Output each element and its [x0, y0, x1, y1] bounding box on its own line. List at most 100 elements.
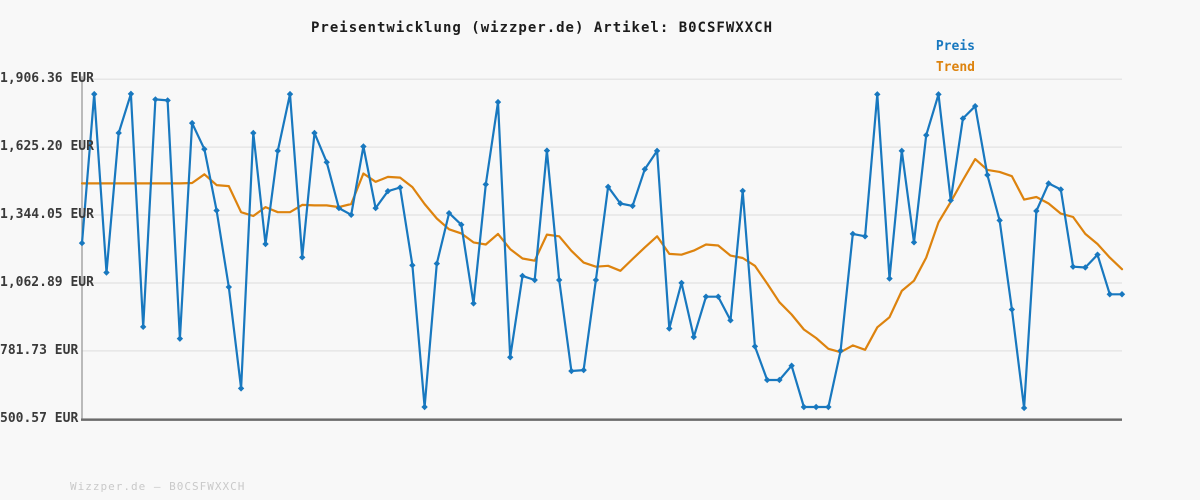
- preis-marker: [568, 367, 575, 375]
- preis-marker: [935, 91, 942, 98]
- preis-marker: [898, 147, 905, 155]
- preis-marker: [482, 181, 489, 188]
- preis-marker: [984, 171, 991, 179]
- preis-marker: [1020, 404, 1028, 412]
- preis-marker: [678, 279, 685, 287]
- y-tick-label: 1,625.20 EUR: [0, 139, 94, 155]
- preis-marker: [286, 90, 294, 98]
- preis-marker: [458, 221, 465, 228]
- preis-marker: [470, 300, 477, 307]
- preis-marker: [617, 200, 624, 207]
- preis-marker: [861, 233, 869, 240]
- preis-marker: [971, 102, 979, 110]
- preis-marker: [323, 158, 330, 166]
- preis-marker: [237, 385, 245, 392]
- preis-marker: [653, 147, 661, 155]
- y-tick-label: 1,062.89 EUR: [0, 274, 94, 290]
- preis-marker: [702, 293, 710, 300]
- preis-marker: [825, 403, 832, 411]
- trend-line: [80, 158, 1124, 354]
- preis-marker: [629, 202, 636, 210]
- preis-marker: [274, 147, 281, 155]
- preis-marker: [666, 325, 673, 332]
- preis-marker: [531, 276, 538, 284]
- preis-marker: [641, 165, 649, 173]
- preis-marker: [1106, 291, 1113, 298]
- y-tick-label: 500.57 EUR: [0, 410, 79, 426]
- preis-marker: [152, 96, 159, 103]
- preis-marker: [507, 354, 514, 361]
- preis-marker: [837, 347, 844, 354]
- preis-marker: [1118, 291, 1126, 298]
- preis-marker: [727, 317, 734, 324]
- preis-marker: [176, 335, 184, 342]
- preis-marker: [164, 97, 171, 104]
- preis-marker: [115, 129, 122, 137]
- y-tick-label: 781.73 EUR: [0, 342, 79, 358]
- chart-legend: Preis Trend: [0, 39, 975, 81]
- legend-item-trend: Trend: [935, 60, 975, 75]
- preis-marker: [910, 239, 918, 246]
- legend-item-preis: Preis: [935, 39, 975, 54]
- preis-marker: [959, 115, 967, 122]
- preis-marker: [91, 90, 98, 98]
- preis-marker: [690, 333, 697, 341]
- preis-marker: [225, 283, 233, 291]
- preis-marker: [1082, 264, 1089, 271]
- preis-marker: [103, 269, 110, 276]
- preis-marker: [996, 217, 1003, 224]
- preis-marker: [201, 145, 208, 153]
- preis-marker: [250, 129, 257, 137]
- preis-marker: [188, 119, 196, 127]
- preis-marker: [886, 275, 893, 282]
- preis-marker: [262, 240, 269, 248]
- preis-marker: [555, 276, 563, 284]
- preis-marker: [763, 376, 771, 384]
- preis-marker: [372, 204, 379, 212]
- preis-marker: [311, 129, 318, 137]
- preis-marker: [1094, 251, 1101, 258]
- preis-marker: [1008, 306, 1016, 313]
- preis-marker: [1069, 263, 1077, 270]
- preis-marker: [812, 403, 820, 411]
- preis-marker: [494, 98, 502, 106]
- preis-marker: [433, 260, 441, 267]
- preis-marker: [849, 230, 857, 238]
- preis-marker: [800, 403, 808, 411]
- preis-marker: [1033, 207, 1040, 215]
- watermark-footer: Wizzper.de – B0CSFWXXCH: [70, 480, 246, 493]
- preis-marker: [409, 262, 416, 269]
- preis-marker: [715, 293, 722, 300]
- preis-marker: [299, 254, 306, 261]
- preis-marker: [127, 90, 135, 98]
- y-tick-label: 1,906.36 EUR: [0, 71, 94, 87]
- preis-marker: [739, 187, 746, 195]
- preis-marker: [776, 376, 783, 384]
- preis-marker: [360, 143, 367, 150]
- preis-marker: [213, 207, 220, 214]
- preis-marker: [445, 209, 453, 217]
- preis-marker: [580, 366, 587, 374]
- preis-marker: [78, 239, 86, 247]
- preis-marker: [604, 183, 612, 191]
- preis-marker: [751, 343, 759, 350]
- preis-marker: [543, 147, 551, 154]
- preis-marker: [139, 323, 147, 331]
- preis-marker: [347, 211, 355, 219]
- preis-marker: [874, 91, 881, 98]
- preis-marker: [1057, 186, 1065, 193]
- preis-marker: [421, 403, 428, 411]
- y-tick-label: 1,344.05 EUR: [0, 207, 94, 223]
- preis-marker: [335, 204, 343, 212]
- preis-marker: [947, 197, 954, 204]
- preis-marker: [592, 276, 600, 284]
- preis-marker: [788, 362, 795, 369]
- preis-marker: [519, 272, 526, 280]
- preis-marker: [923, 131, 930, 139]
- preis-marker: [384, 187, 392, 195]
- preis-marker: [1045, 180, 1052, 187]
- chart-title: Preisentwicklung (wizzper.de) Artikel: B…: [310, 20, 773, 36]
- preis-marker: [396, 184, 404, 191]
